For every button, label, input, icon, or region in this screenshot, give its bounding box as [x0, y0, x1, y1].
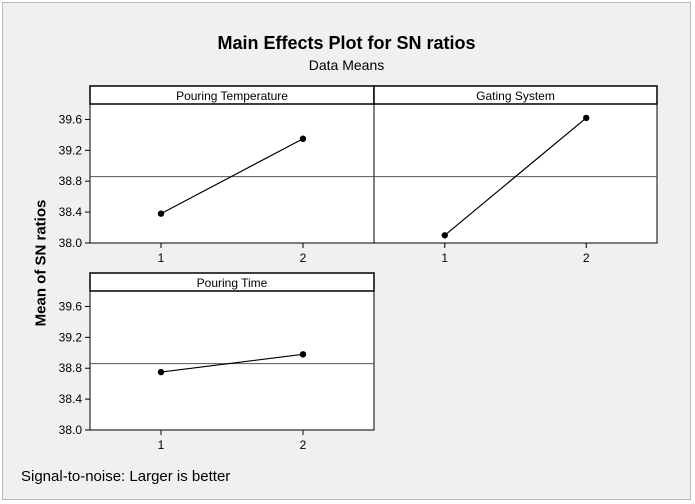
data-point-pouring-time-0: [157, 368, 165, 376]
data-point-pouring-time-1: [299, 351, 307, 358]
data-point-gating-system-0: [441, 232, 448, 239]
panel-gating-system: [373, 85, 658, 244]
panel-header-pouring-time: [89, 272, 375, 292]
y-tick-label-pouring-time-2: 38.8: [59, 361, 83, 375]
y-tick-label-pouring-temperature-2: 38.8: [59, 174, 83, 188]
panel-title-pouring-time: Pouring Time: [197, 276, 268, 290]
chart-title: Main Effects Plot for SN ratios: [217, 33, 476, 53]
y-tick-label-pouring-temperature-4: 39.6: [59, 112, 83, 126]
y-tick-label-pouring-temperature-3: 39.2: [59, 143, 83, 157]
data-point-pouring-temperature-0: [157, 210, 165, 217]
series-line-gating-system: [444, 117, 587, 236]
data-point-pouring-temperature-1: [299, 135, 307, 142]
y-tick-label-pouring-time-3: 39.2: [59, 330, 83, 344]
y-tick-label-pouring-temperature-0: 38.0: [59, 236, 83, 250]
y-tick-label-pouring-temperature-1: 38.4: [59, 205, 83, 219]
series-line-pouring-temperature: [160, 138, 304, 215]
data-point-gating-system-1: [583, 114, 590, 122]
x-tick-label-gating-system-1: 2: [583, 251, 590, 265]
chart-footnote: Signal-to-noise: Larger is better: [21, 468, 231, 485]
panel-title-gating-system: Gating System: [476, 89, 555, 103]
y-tick-label-pouring-time-4: 39.6: [59, 299, 83, 313]
panel-header-gating-system: [373, 85, 658, 105]
x-tick-label-pouring-time-1: 2: [300, 438, 307, 452]
x-tick-label-pouring-time-0: 1: [158, 438, 165, 452]
panel-title-pouring-temperature: Pouring Temperature: [176, 89, 288, 103]
series-line-pouring-time: [160, 353, 304, 373]
x-tick-label-pouring-temperature-0: 1: [158, 251, 165, 265]
x-tick-label-gating-system-0: 1: [441, 251, 448, 265]
y-tick-label-pouring-time-1: 38.4: [59, 392, 83, 406]
panel-pouring-temperature: [89, 85, 375, 244]
y-tick-label-pouring-time-0: 38.0: [59, 423, 83, 437]
x-tick-label-pouring-temperature-1: 2: [300, 251, 307, 265]
panel-pouring-time: [89, 272, 375, 431]
chart-subtitle: Data Means: [308, 57, 385, 73]
